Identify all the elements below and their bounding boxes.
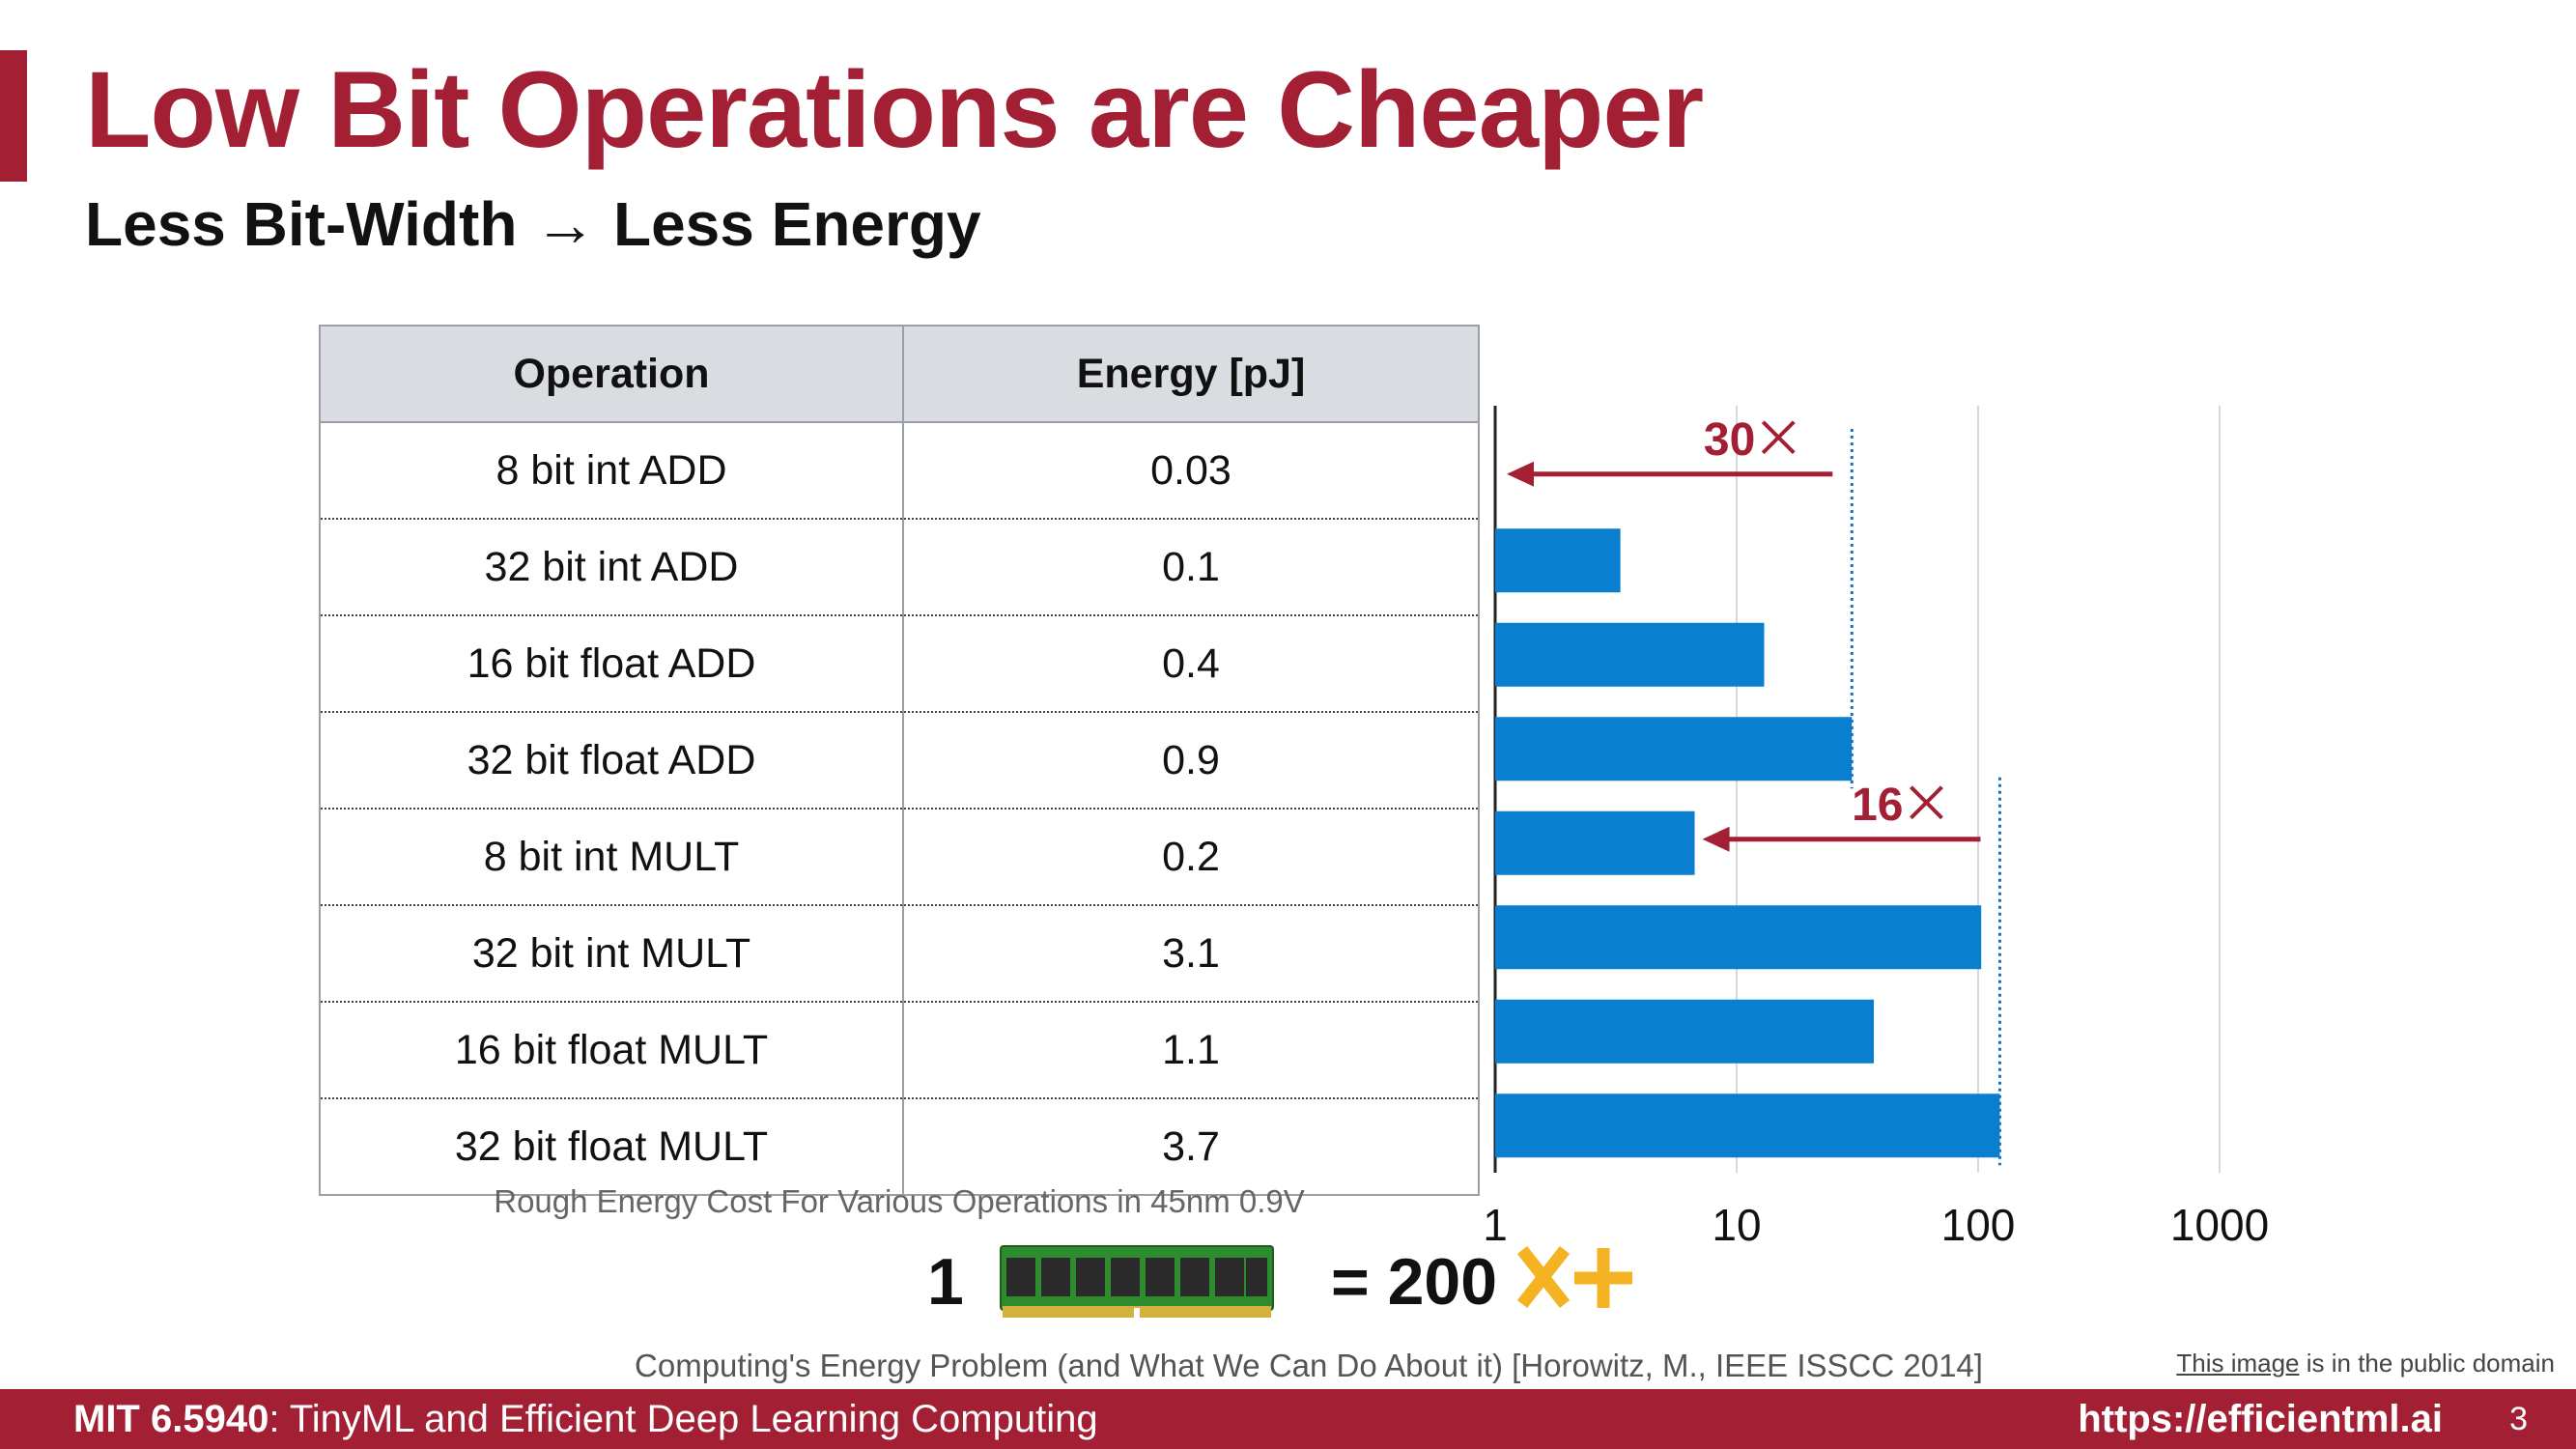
table-row: 16 bit float ADD 0.4	[319, 615, 1480, 713]
equation-right-value: = 200	[1331, 1245, 1498, 1319]
chart-annotation-label: 16	[1852, 780, 1903, 831]
operation-cell: 16 bit float MULT	[319, 1002, 904, 1099]
public-domain-link[interactable]: This image	[2176, 1349, 2300, 1378]
course-name: : TinyML and Efficient Deep Learning Com…	[269, 1398, 1098, 1440]
table-row: 8 bit int MULT 0.2	[319, 809, 1480, 906]
column-header-operation: Operation	[319, 325, 904, 423]
slide-subtitle: Less Bit-Width → Less Energy	[85, 189, 981, 259]
chart-bar	[1495, 528, 1621, 593]
chart-annotation-times-icon	[1761, 420, 1796, 455]
chart-x-tick-label: 1	[1483, 1200, 1508, 1250]
chart-bar	[1495, 1094, 2000, 1158]
energy-cell: 0.2	[902, 809, 1480, 906]
chart-annotation-arrow-head	[1507, 461, 1534, 487]
chart-annotation-arrow-head	[1702, 826, 1730, 852]
energy-cell: 3.7	[902, 1098, 1480, 1196]
energy-cell: 0.1	[902, 519, 1480, 616]
page-number: 3	[2509, 1401, 2528, 1437]
reference-citation: Computing's Energy Problem (and What We …	[635, 1348, 1983, 1383]
course-code: MIT 6.5940	[73, 1398, 269, 1440]
public-domain-note: This image is in the public domain	[2176, 1349, 2555, 1378]
chart-x-tick-label: 100	[1941, 1200, 2016, 1250]
operation-cell: 16 bit float ADD	[319, 615, 904, 713]
table-header-row: Operation Energy [pJ]	[319, 325, 1480, 423]
energy-cell: 3.1	[902, 905, 1480, 1003]
table-caption: Rough Energy Cost For Various Operations…	[494, 1183, 1305, 1219]
slide-title: Low Bit Operations are Cheaper	[85, 49, 1704, 170]
energy-cell: 0.03	[902, 422, 1480, 520]
table-row: 32 bit int MULT 3.1	[319, 905, 1480, 1003]
table-row: 16 bit float MULT 1.1	[319, 1002, 1480, 1099]
table-row: 8 bit int ADD 0.03	[319, 422, 1480, 520]
table-row: 32 bit int ADD 0.1	[319, 519, 1480, 616]
chart-bar	[1495, 999, 1875, 1064]
public-domain-text: is in the public domain	[2299, 1349, 2555, 1378]
title-accent-bar	[0, 50, 27, 182]
footer-url-link[interactable]: https://efficientml.ai	[2078, 1398, 2443, 1440]
dram-module-image	[1000, 1245, 1274, 1318]
chart-annotation-label: 30	[1704, 414, 1755, 466]
chart-bar	[1495, 622, 1765, 687]
table-row: 32 bit float MULT 3.7	[319, 1098, 1480, 1196]
times-plus-icon	[1516, 1245, 1632, 1309]
energy-cell: 1.1	[902, 1002, 1480, 1099]
operation-cell: 32 bit float MULT	[319, 1098, 904, 1196]
table-row: 32 bit float ADD 0.9	[319, 712, 1480, 810]
energy-cell: 0.4	[902, 615, 1480, 713]
operation-cell: 32 bit float ADD	[319, 712, 904, 810]
energy-bar-chart: 1 10 100 1000 30 16	[1483, 406, 2269, 1250]
operation-cell: 8 bit int ADD	[319, 422, 904, 520]
chart-annotation-times-icon	[1910, 785, 1943, 820]
operation-cell: 32 bit int ADD	[319, 519, 904, 616]
footer-course: MIT 6.5940: TinyML and Efficient Deep Le…	[73, 1398, 1098, 1441]
chart-x-tick-label: 1000	[2170, 1200, 2269, 1250]
chart-bar	[1495, 810, 1695, 875]
chart-x-tick-label: 10	[1712, 1200, 1761, 1250]
chart-bar	[1495, 905, 1982, 970]
chart-bar	[1495, 717, 1853, 781]
energy-cell: 0.9	[902, 712, 1480, 810]
column-header-energy: Energy [pJ]	[902, 325, 1480, 423]
equation-left-value: 1	[927, 1245, 964, 1319]
operation-cell: 32 bit int MULT	[319, 905, 904, 1003]
energy-table: Operation Energy [pJ] 8 bit int ADD 0.03 …	[319, 325, 1480, 1196]
footer-bar: MIT 6.5940: TinyML and Efficient Deep Le…	[0, 1389, 2576, 1449]
operation-cell: 8 bit int MULT	[319, 809, 904, 906]
